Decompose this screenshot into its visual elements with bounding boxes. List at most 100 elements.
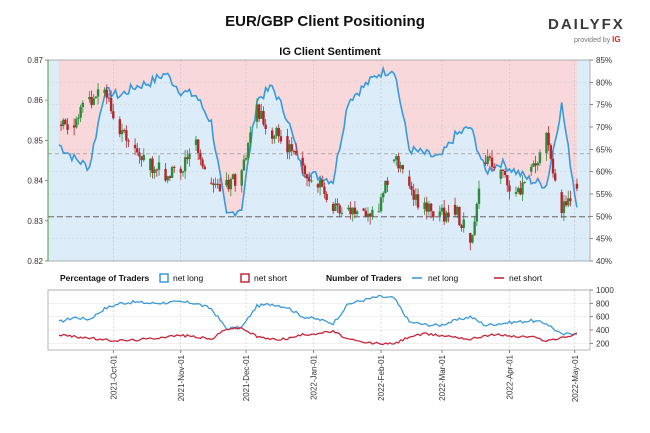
candle-body [218,184,222,192]
candle-body [62,119,65,126]
candle-body [188,154,191,160]
legend-num-long-label: net long [428,273,459,283]
candle-body [477,188,481,204]
candle-body [151,158,154,174]
candle-body [429,203,433,212]
candle-body [138,152,141,157]
count-axis: 1000 800 600 400 200 [590,286,614,348]
net-long-percent-line [58,65,578,218]
candle-body [469,232,472,243]
candle-body [244,158,248,160]
candle-body [538,152,542,163]
candle-body [125,130,128,141]
candle-body [290,144,293,151]
candle-body [323,186,326,194]
candle-body [553,173,557,181]
candle-body [569,198,572,202]
candle-body [392,159,396,162]
candle-body [212,183,215,186]
sentiment-title: IG Client Sentiment [279,46,381,58]
candle-body [308,178,311,182]
candle-body [257,104,261,119]
percent-tick-label: 60% [596,168,612,177]
candle-body [530,166,533,172]
candle-body [233,174,237,186]
candle-body [386,180,389,185]
candle-body [107,97,111,99]
price-axis: 0.87 0.86 0.85 0.84 0.83 0.82 [27,56,49,266]
candle-body [499,169,502,179]
date-tick-label: 2022-Mar-01 [438,354,447,400]
candle-body [427,203,431,212]
candle-body [92,98,95,105]
candle-body [72,125,76,128]
candle-body [384,180,387,193]
candle-body [225,179,228,186]
date-axis: 2021-Oct-01 2021-Nov-01 2021-Dec-01 2022-Ja… [109,350,580,402]
candle-body [551,158,555,174]
candle-body [199,153,202,160]
candle-body [473,221,476,236]
percent-tick-label: 75% [596,101,612,110]
candle-body [408,176,411,186]
legend-pct-short-label: net short [254,273,288,283]
candle-body [336,203,339,206]
candle-body [545,132,548,153]
candle-body [66,124,69,130]
candle-body [294,151,298,155]
candle-body [203,166,206,170]
candle-body [432,211,435,218]
price-tick-label: 0.85 [27,136,43,145]
page-title: EUR/GBP Client Positioning [225,13,425,30]
candle-body [142,154,145,161]
count-frame [47,289,591,351]
candle-body [338,205,341,214]
net-long-percent-series [58,65,578,218]
candle-body [196,139,200,154]
candle-body [514,192,518,194]
candle-body [164,168,167,181]
candle-body [183,157,187,172]
candle-body [521,182,524,195]
candle-body [334,203,337,212]
candle-body [249,132,252,143]
candle-body [453,204,457,215]
short-fill-area [58,60,577,216]
candle-body [401,165,405,170]
percent-tick-label: 45% [596,235,612,244]
legend: Percentage of Traders net long net short… [60,273,543,283]
candle-body [227,179,230,190]
candle-body [286,135,289,153]
candle-body [229,179,233,190]
candle-body [347,207,350,210]
price-tick-label: 0.83 [27,217,43,226]
date-tick-label: 2022-May-01 [571,354,580,402]
candle-body [440,207,444,212]
candle-body [262,110,265,125]
net-long-count-line [58,294,578,336]
candle-body [486,156,489,164]
candle-body [564,201,568,206]
candle-body [532,163,535,167]
candle-body [310,180,313,182]
candle-body [288,144,291,153]
percent-tick-label: 55% [596,190,612,199]
candle-body [508,185,511,192]
count-tick-label: 400 [596,326,610,335]
candle-body [231,174,235,180]
net-short-count-line [58,326,577,346]
candle-body [140,156,143,161]
candle-body [534,163,537,166]
candle-body [168,176,172,178]
candle-body [279,136,283,142]
candle-body [321,179,324,187]
candle-body [103,89,106,94]
candle-body [109,98,113,112]
legend-num-title: Number of Traders [326,273,402,283]
date-tick-label: 2022-Feb-01 [377,354,386,400]
candle-body [340,212,344,214]
candle-body [519,188,522,195]
candle-body [547,132,550,146]
candle-body [493,167,496,169]
